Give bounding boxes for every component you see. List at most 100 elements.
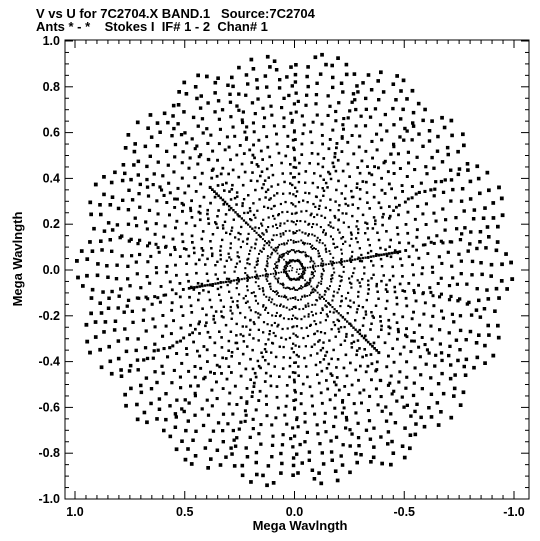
uv-point — [220, 346, 224, 349]
uv-point — [483, 343, 487, 348]
uv-point — [265, 483, 269, 488]
uv-point — [293, 158, 297, 162]
uv-point — [301, 275, 304, 278]
uv-point — [276, 406, 280, 410]
uv-point — [297, 260, 299, 263]
uv-point — [205, 321, 208, 324]
uv-point — [292, 193, 295, 196]
uv-point — [268, 330, 271, 333]
uv-point — [165, 149, 169, 153]
uv-point — [268, 244, 271, 247]
uv-point — [254, 450, 259, 455]
uv-point — [424, 362, 428, 366]
uv-point — [308, 222, 311, 225]
uv-point — [251, 67, 256, 71]
uv-point — [337, 288, 340, 291]
uv-point — [188, 295, 191, 299]
uv-point — [162, 347, 166, 351]
uv-point — [419, 415, 423, 420]
uv-point — [272, 59, 277, 63]
uv-point — [220, 310, 223, 313]
uv-point — [414, 299, 418, 303]
uv-point — [317, 265, 320, 267]
uv-point — [308, 283, 311, 286]
uv-point — [307, 458, 311, 462]
uv-point — [369, 353, 373, 356]
uv-point — [475, 355, 480, 360]
uv-point — [253, 371, 257, 375]
uv-point — [242, 152, 246, 155]
uv-point — [283, 296, 285, 298]
uv-point — [303, 315, 306, 318]
uv-point — [421, 144, 425, 148]
uv-point — [197, 298, 200, 302]
uv-point — [133, 216, 137, 220]
uv-point — [172, 170, 176, 174]
uv-point — [333, 469, 338, 473]
uv-point — [251, 427, 255, 431]
uv-point — [439, 410, 443, 414]
uv-point — [128, 363, 133, 368]
uv-point — [193, 394, 197, 398]
uv-point — [275, 266, 277, 269]
uv-point — [341, 400, 344, 404]
uv-point — [316, 330, 319, 333]
uv-point — [340, 192, 343, 195]
uv-point — [166, 120, 170, 125]
uv-point — [253, 229, 256, 232]
uv-point — [257, 138, 261, 142]
uv-point — [386, 290, 389, 293]
uv-point — [92, 226, 96, 231]
uv-point — [393, 249, 397, 252]
uv-point — [447, 353, 451, 358]
uv-point — [266, 257, 269, 260]
uv-point — [96, 262, 100, 266]
uv-point — [184, 248, 188, 251]
uv-point — [259, 313, 262, 316]
uv-point — [481, 216, 486, 220]
uv-point — [316, 432, 320, 436]
uv-point — [374, 304, 378, 307]
uv-point — [249, 328, 252, 331]
uv-point — [422, 424, 427, 429]
uv-point — [265, 278, 268, 281]
uv-point — [336, 56, 340, 60]
uv-point — [403, 426, 407, 430]
uv-point — [296, 99, 300, 103]
uv-point — [252, 143, 255, 147]
uv-point — [216, 226, 219, 229]
uv-point — [254, 460, 258, 465]
uv-point — [267, 226, 270, 229]
uv-point — [190, 234, 194, 238]
uv-point — [170, 308, 174, 312]
uv-point — [392, 123, 396, 127]
uv-point — [164, 417, 168, 422]
uv-point — [276, 192, 279, 195]
uv-point — [246, 300, 249, 303]
uv-point — [357, 295, 360, 298]
uv-point — [363, 124, 368, 128]
uv-point — [288, 192, 291, 195]
uv-point — [350, 383, 354, 387]
uv-point — [249, 318, 252, 322]
uv-point — [237, 238, 240, 241]
uv-point — [175, 398, 179, 402]
uv-point — [180, 161, 184, 165]
uv-point — [367, 419, 372, 423]
uv-point — [341, 123, 345, 127]
uv-point — [444, 218, 448, 222]
uv-point — [256, 179, 259, 183]
uv-point — [318, 204, 321, 208]
uv-point — [114, 277, 119, 281]
uv-point — [312, 202, 315, 206]
uv-point — [267, 362, 270, 366]
uv-point — [413, 217, 417, 221]
uv-point — [417, 345, 421, 349]
uv-point — [251, 227, 254, 230]
uv-point — [193, 375, 197, 379]
y-tick-labels: 1.00.80.60.40.20.0-0.2-0.4-0.6-0.8-1.0 — [38, 34, 60, 506]
uv-point — [208, 438, 212, 442]
uv-point — [294, 289, 297, 291]
uv-point — [340, 260, 343, 263]
uv-point — [276, 291, 279, 294]
